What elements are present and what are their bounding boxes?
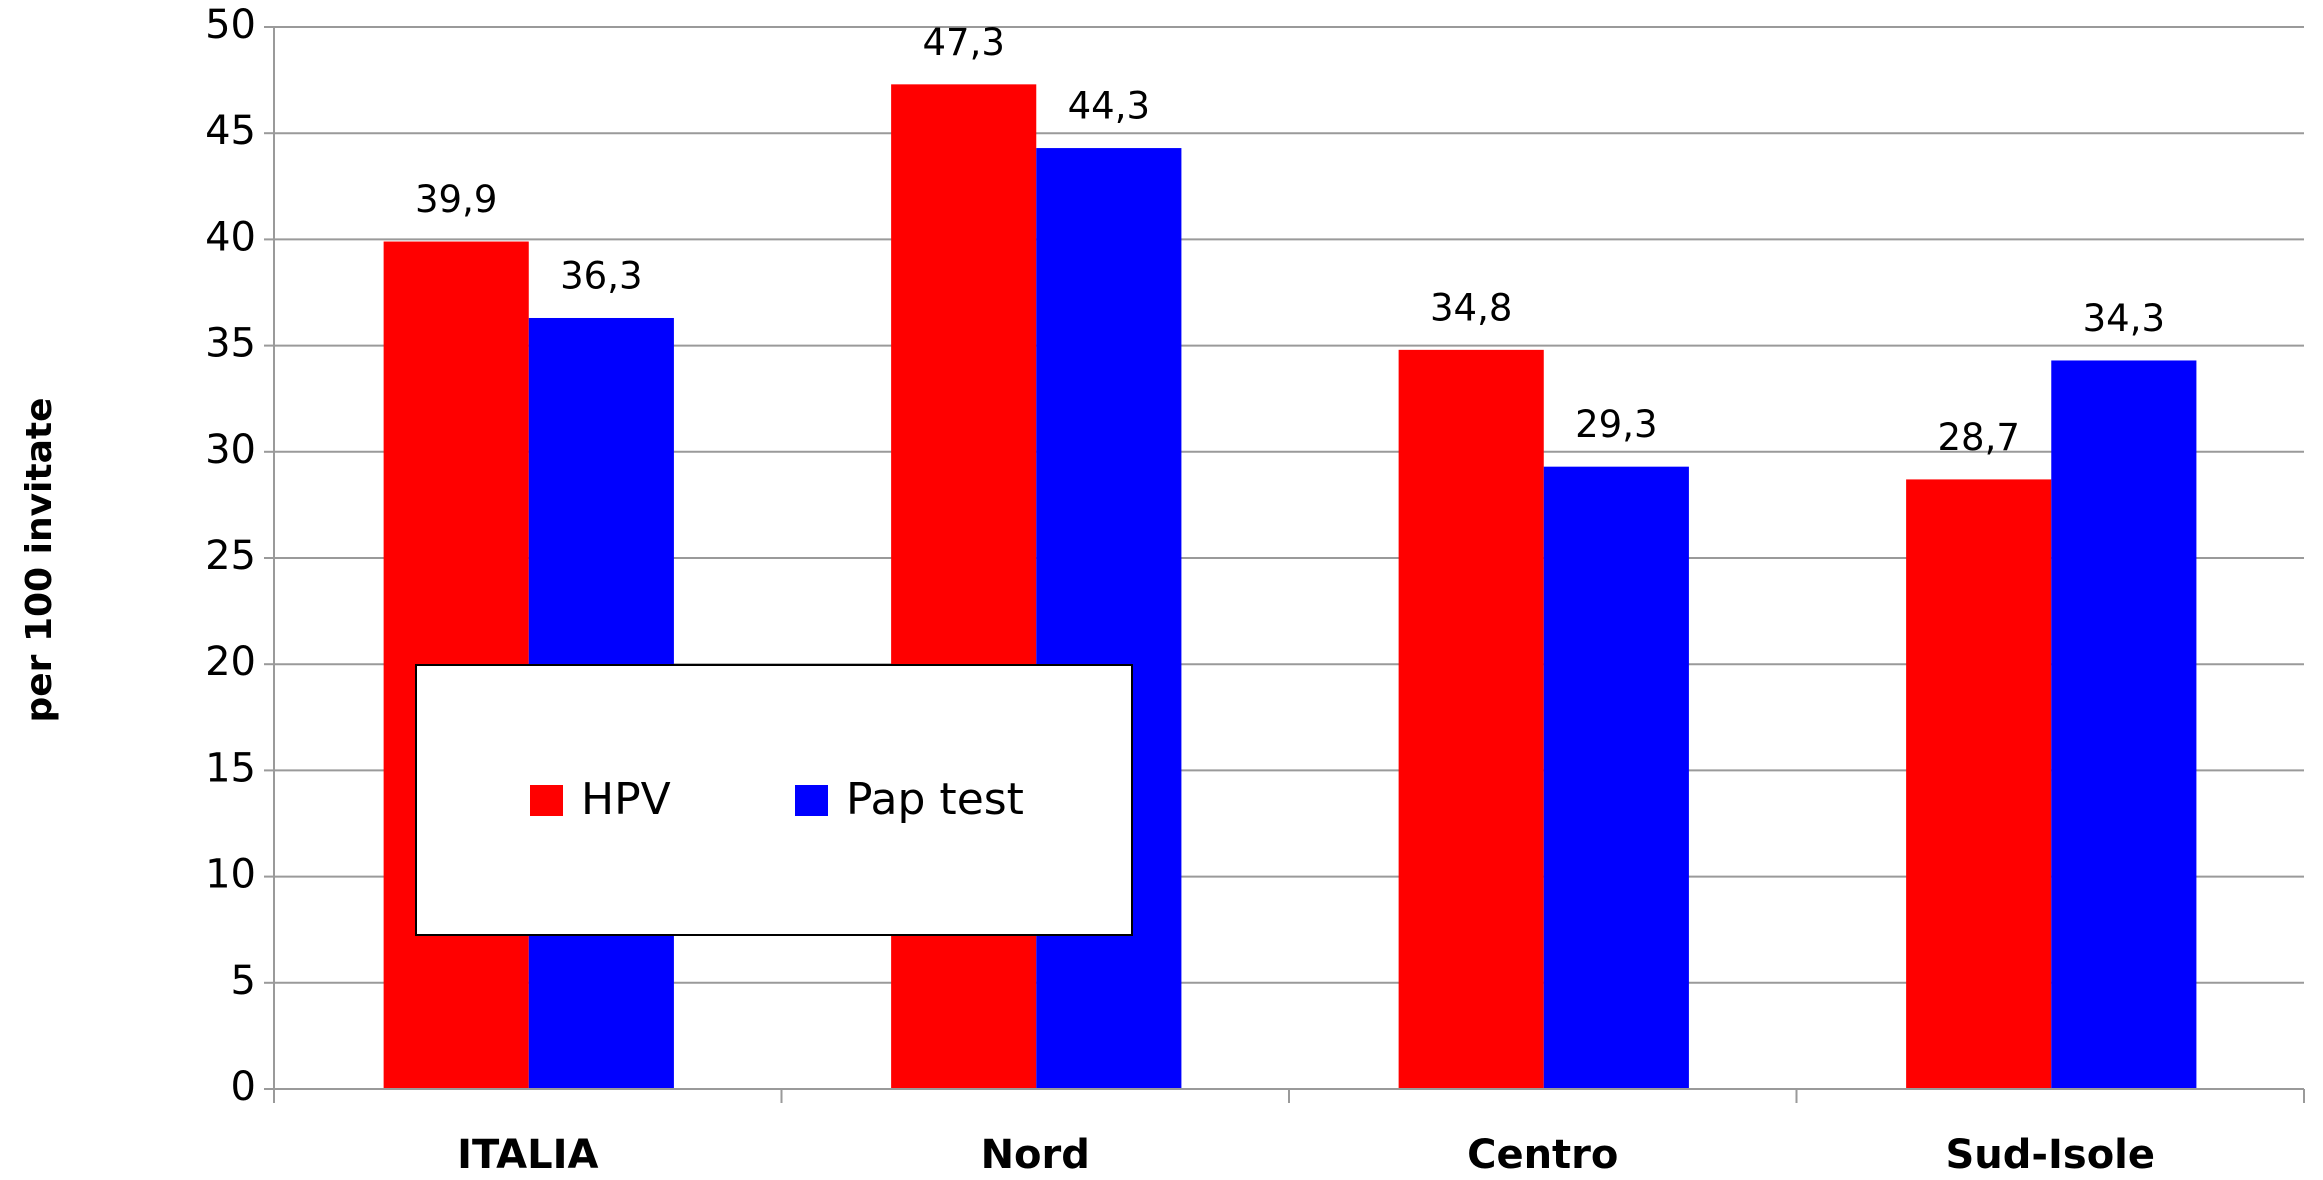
bar <box>1398 349 1544 1089</box>
value-label: 47,3 <box>922 21 1004 64</box>
y-tick-label: 45 <box>205 108 256 154</box>
x-tick-label: ITALIA <box>457 1132 598 1178</box>
y-tick-label: 0 <box>231 1064 256 1110</box>
value-label: 39,9 <box>415 178 497 221</box>
y-tick-label: 40 <box>205 214 256 260</box>
legend-label: Pap test <box>846 774 1024 825</box>
legend-label: HPV <box>581 774 671 825</box>
y-tick-label: 10 <box>205 852 256 898</box>
value-label: 34,8 <box>1430 286 1512 329</box>
legend-swatch <box>795 785 828 816</box>
value-label: 34,3 <box>2083 297 2165 340</box>
bar <box>1036 148 1182 1089</box>
bar <box>1543 466 1689 1090</box>
y-tick-label: 35 <box>205 321 256 367</box>
value-label: 36,3 <box>560 254 642 297</box>
y-tick-label: 20 <box>205 639 256 685</box>
y-tick-label: 50 <box>205 2 256 48</box>
y-tick-label: 25 <box>205 533 256 579</box>
x-tick-label: Nord <box>981 1132 1090 1178</box>
bar <box>1906 479 2052 1089</box>
value-label: 29,3 <box>1575 403 1657 446</box>
x-tick-label: Sud-Isole <box>1945 1132 2155 1178</box>
legend-box <box>415 664 1133 936</box>
y-tick-label: 5 <box>231 958 256 1004</box>
bar <box>891 84 1037 1089</box>
y-tick-label: 30 <box>205 427 256 473</box>
value-label: 28,7 <box>1937 416 2019 459</box>
y-tick-label: 15 <box>205 745 256 791</box>
y-axis-title: per 100 invitate <box>19 397 60 722</box>
x-tick-label: Centro <box>1467 1132 1618 1178</box>
bar <box>2051 360 2197 1089</box>
value-label: 44,3 <box>1068 85 1150 128</box>
legend-swatch <box>530 785 563 816</box>
